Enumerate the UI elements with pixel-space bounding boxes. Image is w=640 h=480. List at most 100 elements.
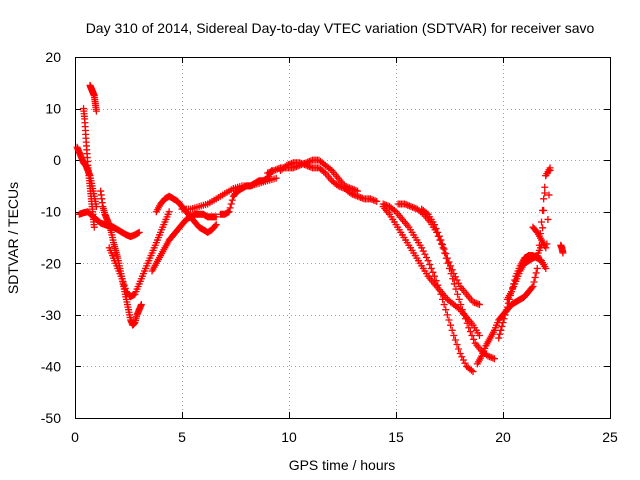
data-point (450, 270, 458, 278)
data-point (533, 264, 541, 272)
y-tick-label: -40 (41, 358, 61, 374)
data-point (226, 204, 234, 212)
data-point (497, 326, 505, 334)
data-point (445, 258, 453, 266)
data-point (421, 250, 429, 258)
data-point (467, 366, 475, 374)
data-point (422, 209, 430, 217)
data-point (542, 264, 550, 272)
data-point (426, 261, 434, 269)
data-point (541, 189, 549, 197)
data-point (469, 368, 477, 376)
axis-ticks (75, 57, 611, 419)
data-point (442, 250, 450, 258)
series-savo-arc-19 (503, 164, 554, 303)
data-point (455, 345, 463, 353)
data-point (455, 295, 463, 303)
x-tick-label: 20 (495, 429, 511, 445)
data-point (462, 315, 470, 323)
data-point (540, 206, 548, 214)
y-tick-label: 0 (53, 152, 61, 168)
y-tick-label: -10 (41, 204, 61, 220)
data-point (442, 306, 450, 314)
data-point (118, 275, 126, 283)
series-savo-arc-14 (379, 200, 477, 376)
data-point (500, 315, 508, 323)
data-point (212, 221, 220, 229)
chart-title: Day 310 of 2014, Sidereal Day-to-day VTE… (86, 20, 595, 36)
data-point (456, 350, 464, 358)
data-point (529, 282, 537, 290)
y-axis-label: SDTVAR / TECUs (5, 182, 21, 294)
series-savo-arc-17 (473, 172, 550, 368)
data-point (440, 301, 448, 309)
data-point (559, 249, 567, 257)
data-point (455, 304, 463, 312)
x-tick-label: 15 (388, 429, 404, 445)
data-point (119, 278, 127, 286)
data-point (448, 326, 456, 334)
data-point (431, 272, 439, 280)
series-savo-arc-6 (105, 208, 173, 301)
data-point (451, 273, 459, 281)
data-point (458, 353, 466, 361)
data-point (452, 285, 460, 293)
data-point (211, 222, 219, 230)
data-point (540, 195, 548, 203)
x-axis-tick-labels: 0 5 10 15 20 25 (71, 429, 618, 445)
plot-area-frame (75, 57, 611, 419)
series-savo-arc-12 (276, 159, 381, 205)
data-point (502, 307, 510, 315)
data-point (532, 269, 540, 277)
data-point (90, 223, 98, 231)
data-point (447, 262, 455, 270)
data-point (137, 301, 145, 309)
series-savo-arc-8 (152, 192, 220, 236)
grid-lines (75, 57, 610, 418)
data-point (538, 218, 546, 226)
data-point (427, 264, 435, 272)
data-point (528, 284, 536, 292)
data-point (120, 281, 128, 289)
data-point (422, 253, 430, 261)
data-point (424, 257, 432, 265)
data-point (432, 224, 440, 232)
data-point (453, 341, 461, 349)
x-tick-label: 0 (71, 429, 79, 445)
series-savo-arc-5 (97, 187, 145, 329)
data-point (531, 273, 539, 281)
data-point (435, 286, 443, 294)
data-point (434, 228, 442, 236)
x-tick-label: 25 (602, 429, 618, 445)
data-point (499, 319, 507, 327)
data-point (440, 245, 448, 253)
data-point (225, 208, 233, 216)
data-point (135, 228, 143, 236)
data-point (463, 319, 471, 327)
data-point (450, 331, 458, 339)
data-point (447, 321, 455, 329)
data-point (432, 277, 440, 285)
data-point (545, 191, 553, 199)
data-point (458, 306, 466, 314)
data-point (539, 224, 547, 232)
data-point (448, 266, 456, 274)
series-savo-arc-21 (557, 241, 567, 257)
data-point (495, 334, 503, 342)
x-tick-label: 10 (281, 429, 297, 445)
data-point (228, 196, 236, 204)
y-tick-label: -30 (41, 307, 61, 323)
series-savo-arc-7 (148, 210, 220, 275)
data-point (227, 200, 235, 208)
x-axis-label: GPS time / hours (289, 457, 396, 473)
data-point (429, 268, 437, 276)
data-point (434, 281, 442, 289)
data-point (501, 311, 509, 319)
y-tick-label: -50 (41, 410, 61, 426)
y-tick-label: 20 (45, 49, 61, 65)
data-point (419, 247, 427, 255)
data-point (457, 301, 465, 309)
data-point (451, 336, 459, 344)
data-point (468, 331, 476, 339)
data-point (475, 301, 483, 309)
